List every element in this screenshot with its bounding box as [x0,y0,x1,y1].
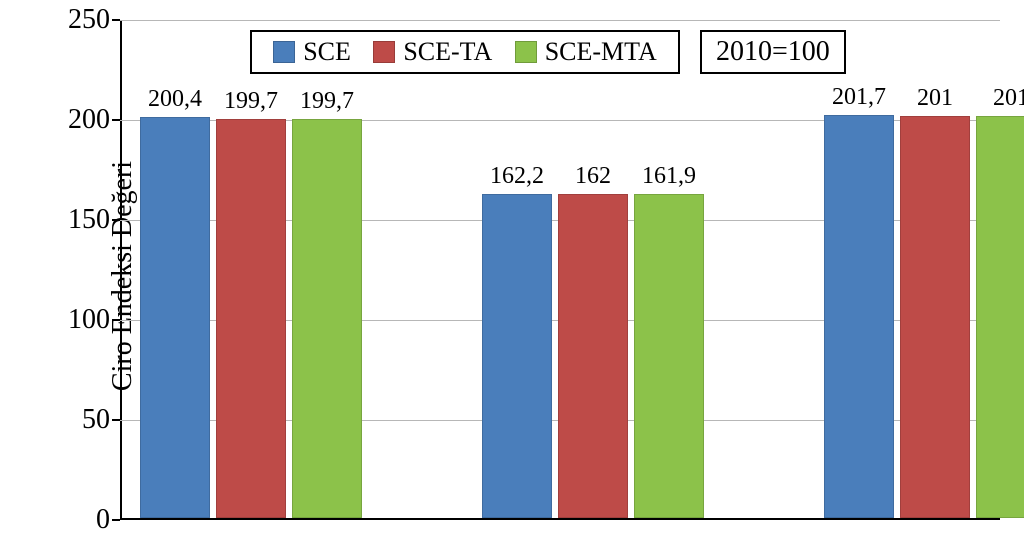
bar-sce-mta [976,116,1024,518]
plot-area: SCE SCE-TA SCE-MTA 2010=100 200,4 199,7 19… [120,20,1000,520]
legend-label-sce-mta: SCE-MTA [545,37,657,67]
legend-swatch-sce-mta [515,41,537,63]
ytick-mark [112,319,120,321]
ytick-label: 250 [0,4,110,36]
ytick-label: 200 [0,104,110,136]
bar-sce-ta [900,116,970,518]
ytick-mark [112,219,120,221]
ytick-label: 150 [0,204,110,236]
bar-value-label: 162 [575,163,611,190]
bar-sce [824,115,894,518]
x-axis [120,518,1000,520]
legend-item-sce-ta: SCE-TA [373,37,492,67]
ytick-label: 0 [0,504,110,536]
legend-swatch-sce-ta [373,41,395,63]
ytick-label: 50 [0,404,110,436]
legend-swatch-sce [273,41,295,63]
bar-sce [140,117,210,518]
bar-value-label: 199,7 [300,88,354,115]
bar-value-label: 201 [993,85,1024,112]
bar-sce-mta [634,194,704,518]
bar-value-label: 200,4 [148,86,202,113]
ytick-label: 100 [0,304,110,336]
bar-value-label: 199,7 [224,88,278,115]
ytick-mark [112,419,120,421]
bar-sce-ta [216,119,286,518]
bar-sce-ta [558,194,628,518]
chart-container: Ciro Endeksi Değeri SCE SCE-TA SCE-MTA 2… [0,0,1024,551]
legend-item-sce: SCE [273,37,351,67]
legend: SCE SCE-TA SCE-MTA [250,30,680,74]
legend-label-sce: SCE [303,37,351,67]
bar-value-label: 201 [917,85,953,112]
bar-value-label: 162,2 [490,163,544,190]
bar-value-label: 161,9 [642,163,696,190]
bar-value-label: 201,7 [832,84,886,111]
bar-sce-mta [292,119,362,518]
bar-sce [482,194,552,518]
ytick-mark [112,119,120,121]
gridline [120,20,1000,21]
legend-label-sce-ta: SCE-TA [403,37,492,67]
ytick-mark [112,519,120,521]
y-axis [120,20,122,520]
legend-item-sce-mta: SCE-MTA [515,37,657,67]
ytick-mark [112,19,120,21]
annotation-box: 2010=100 [700,30,846,74]
